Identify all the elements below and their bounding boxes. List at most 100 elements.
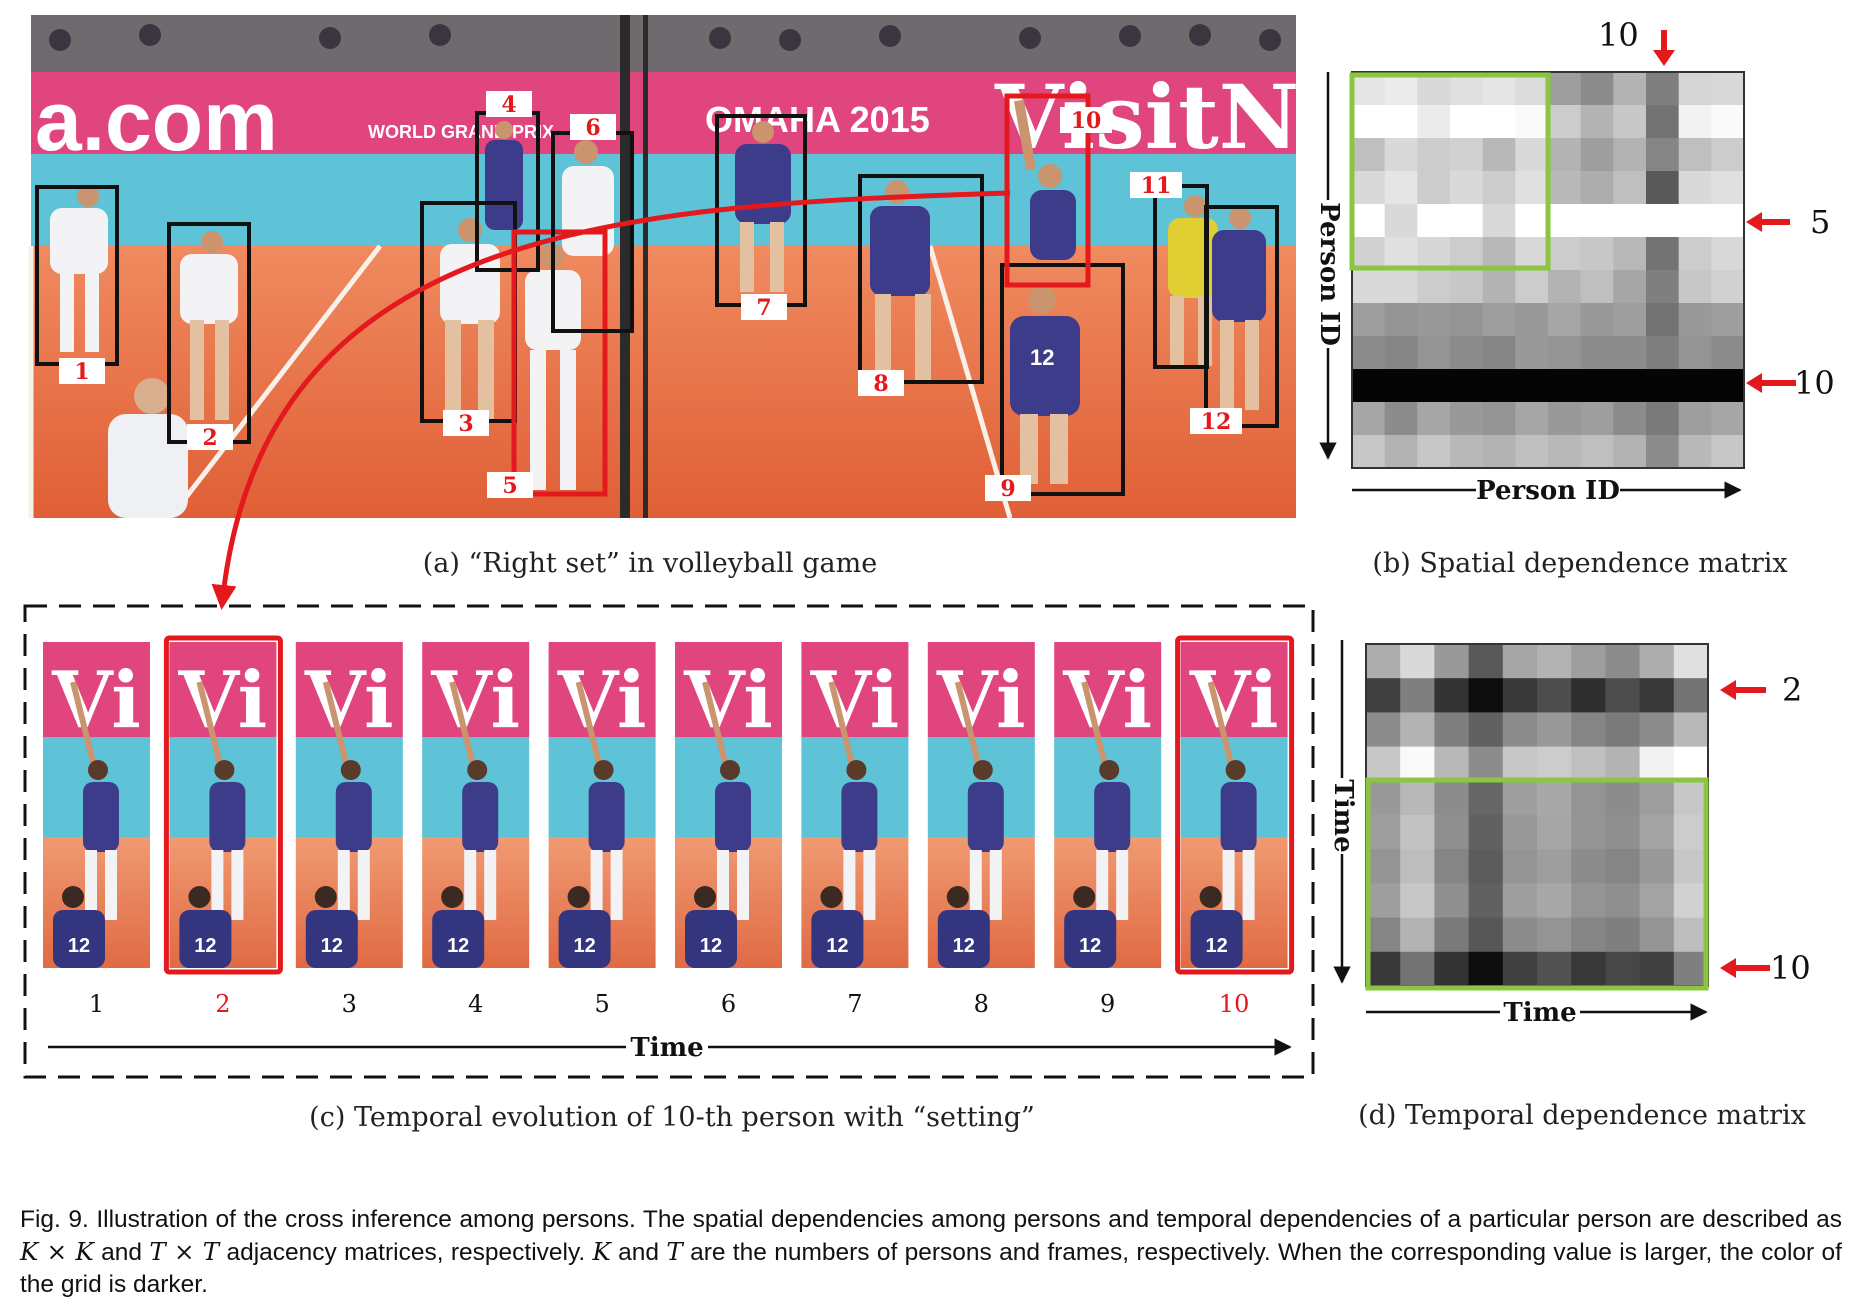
temporal-matrix-cell [1673,951,1709,987]
jersey-number: 12 [321,935,343,957]
temporal-matrix-cell [1673,883,1709,919]
spatial-matrix-cell [1548,72,1582,106]
spatial-matrix-cell [1678,105,1712,139]
spatial-matrix-cell [1580,138,1614,172]
spatial-matrix-cell [1515,171,1549,205]
panel-d: 2 10 Time Time (d) Temporal dependence m… [1326,640,1811,1131]
temporal-matrix-cell [1502,815,1538,850]
spatial-matrix-cell [1711,138,1745,172]
spatial-matrix-cell [1352,402,1386,436]
temporal-matrix-cell [1502,712,1538,748]
temporal-matrix-cell [1639,712,1675,748]
panel-b: 10 5 10 Person ID Person ID (b) Spatial … [1312,16,1835,579]
spatial-matrix-cell [1646,303,1680,337]
temporal-matrix-cell [1502,917,1538,953]
banner-omaha-text: OMAHA 2015 [705,99,930,140]
spatial-matrix-cell [1678,204,1712,238]
spatial-matrix-cell [1384,204,1418,238]
frame-banner-text: Vi [51,655,141,746]
temporal-matrix-cell [1434,883,1470,919]
temporal-matrix-cell [1468,951,1504,987]
top-marker-arrow [1653,50,1675,66]
frame-number-label: 6 [721,990,736,1018]
temporal-matrix-cell [1468,780,1504,816]
player-10 [1013,99,1076,260]
spatial-matrix-cell [1548,303,1582,337]
temporal-matrix-cell [1639,746,1675,782]
person-id-labels: 1 2 3 4 5 6 7 8 9 10 11 12 [59,91,1242,502]
spatial-matrix-cell [1678,369,1712,403]
frame-banner-text: Vi [430,655,520,746]
spatial-matrix-cell [1482,270,1516,304]
spatial-matrix-cell [1580,336,1614,370]
label-text: 11 [1141,173,1172,199]
temporal-matrix-cell [1571,849,1606,884]
temporal-matrix-cell [1571,780,1606,816]
spatial-matrix-cell [1450,336,1484,370]
spatial-matrix-cell [1352,369,1386,403]
temporal-matrix-cell [1639,951,1675,987]
right-marker-arrow-5 [1746,212,1762,232]
spatial-matrix-cell [1482,105,1516,139]
frame-banner-text: Vi [557,655,647,746]
temporal-matrix-cell [1537,780,1572,816]
spatial-matrix-cell [1352,105,1386,139]
spatial-matrix-cell [1384,237,1418,271]
temporal-matrix-cell [1366,815,1401,850]
temporal-matrix-cell [1502,951,1538,987]
spatial-matrix-cell [1613,402,1647,436]
spatial-matrix-cell [1384,435,1418,469]
spatial-matrix-cell [1384,369,1418,403]
label-person-5: 5 [487,472,533,499]
temporal-matrix-cell [1468,644,1504,679]
frame-banner-text: Vi [810,655,900,746]
spatial-matrix-cell [1613,369,1647,403]
spatial-matrix-cell [1482,303,1516,337]
temporal-matrix-cell [1537,883,1572,919]
spatial-matrix-cell [1646,72,1680,106]
spatial-matrix-cell [1678,303,1712,337]
time-axis-label: Time [630,1033,703,1063]
frame-5: Vi 12 5 [548,642,656,1018]
spatial-matrix-cell [1450,171,1484,205]
label-text: 2 [202,425,217,451]
spatial-matrix-cell [1384,336,1418,370]
spatial-matrix-cell [1450,369,1484,403]
frame-banner-text: Vi [683,655,773,746]
spatial-matrix-cell [1580,72,1614,106]
temporal-matrix-cell [1434,644,1470,679]
spatial-matrix-cell [1711,204,1745,238]
temporal-marker-label-2: 2 [1782,671,1802,709]
spatial-matrix-cell [1482,336,1516,370]
temporal-matrix-cell [1673,746,1709,782]
spatial-matrix-cell [1580,369,1614,403]
spatial-matrix-cell [1548,336,1582,370]
temporal-matrix-cell [1605,917,1641,953]
jersey-number: 12 [573,935,595,957]
temporal-matrix-cell [1537,951,1572,987]
player-1 [50,185,108,352]
jersey-number: 12 [447,935,469,957]
spatial-matrix-cell [1646,237,1680,271]
temporal-matrix-cell [1639,678,1675,713]
label-text: 3 [458,411,473,437]
spatial-matrix-cell [1450,270,1484,304]
spatial-matrix-cell [1580,435,1614,469]
spatial-matrix-cell [1580,402,1614,436]
temporal-matrix-cell [1400,678,1435,713]
player-2 [180,231,238,420]
temporal-matrix-cell [1502,746,1538,782]
temporal-matrix-cell [1366,712,1401,748]
spatial-matrix-cell [1417,369,1451,403]
jersey-number: 12 [1079,935,1101,957]
temporal-matrix-cell [1468,883,1504,919]
label-person-2: 2 [187,424,233,451]
panel-c-caption: (c) Temporal evolution of 10-th person w… [309,1102,1035,1133]
spatial-matrix-cell [1515,270,1549,304]
temporal-matrix-cell [1366,780,1401,816]
temporal-matrix-cell [1673,780,1709,816]
player-3 [440,218,500,420]
crowd-area [31,15,1296,75]
spatial-matrix-cell [1450,237,1484,271]
banner-left-text: a.com [35,74,278,168]
